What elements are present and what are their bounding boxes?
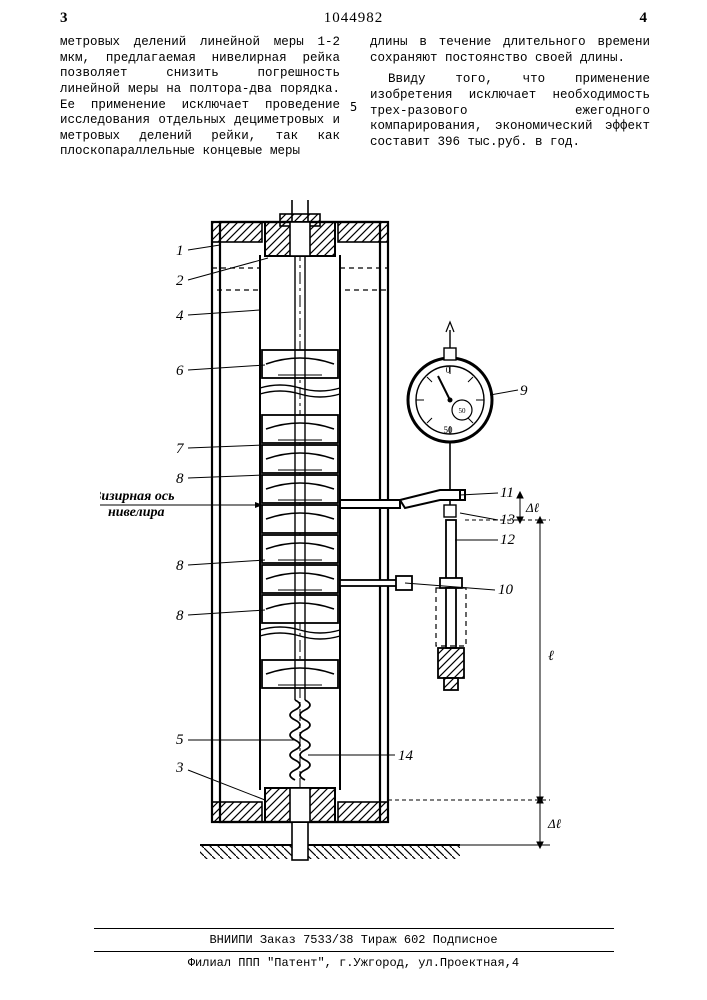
svg-text:8: 8 bbox=[176, 608, 184, 624]
footer-line-2: Филиал ППП "Патент", г.Ужгород, ул.Проек… bbox=[0, 956, 707, 970]
patent-number: 1044982 bbox=[324, 10, 384, 27]
svg-text:Δℓ: Δℓ bbox=[547, 816, 562, 831]
svg-text:1: 1 bbox=[176, 243, 184, 259]
footer-line-1: ВНИИПИ Заказ 7533/38 Тираж 602 Подписное bbox=[0, 933, 707, 947]
page-number-left: 3 bbox=[60, 10, 68, 27]
svg-text:8: 8 bbox=[176, 558, 184, 574]
svg-text:14: 14 bbox=[398, 748, 414, 764]
svg-text:0: 0 bbox=[446, 365, 451, 375]
svg-text:12: 12 bbox=[500, 532, 516, 548]
svg-text:5: 5 bbox=[176, 732, 184, 748]
right-paragraph-1: длины в течение длительного времени сохр… bbox=[370, 35, 650, 66]
svg-text:50: 50 bbox=[459, 407, 467, 415]
svg-text:10: 10 bbox=[498, 582, 514, 598]
svg-text:Δℓ: Δℓ bbox=[525, 500, 540, 515]
margin-line-number: 5 bbox=[350, 100, 357, 114]
svg-text:ℓ: ℓ bbox=[548, 649, 554, 664]
technical-diagram: 7980 1080 1060 1040 1020 1000 8 0 bbox=[100, 200, 600, 870]
svg-text:1040: 1040 bbox=[287, 486, 314, 501]
svg-text:50: 50 bbox=[444, 425, 454, 435]
svg-text:7980: 7980 bbox=[287, 361, 314, 376]
svg-text:3: 3 bbox=[175, 760, 184, 776]
right-paragraph-2: Ввиду того, что применение изобретения и… bbox=[370, 72, 650, 150]
svg-text:1000: 1000 bbox=[287, 576, 314, 591]
svg-text:1060: 1060 bbox=[287, 456, 314, 471]
left-paragraph-1: метровых делений линейной меры 1-2 мкм, … bbox=[60, 35, 340, 160]
left-text-column: метровых делений линейной меры 1-2 мкм, … bbox=[60, 35, 340, 160]
svg-text:9: 9 bbox=[520, 383, 528, 399]
right-text-column: длины в течение длительного времени сохр… bbox=[370, 35, 650, 150]
page-number-right: 4 bbox=[640, 10, 648, 27]
svg-text:7: 7 bbox=[176, 441, 185, 457]
svg-text:2: 2 bbox=[176, 273, 184, 289]
svg-text:4: 4 bbox=[176, 308, 184, 324]
svg-text:1080: 1080 bbox=[287, 426, 314, 441]
svg-text:1020: 1020 bbox=[287, 546, 314, 561]
svg-text:8: 8 bbox=[176, 471, 184, 487]
footer: ВНИИПИ Заказ 7533/38 Тираж 602 Подписное… bbox=[0, 924, 707, 970]
svg-text:6: 6 bbox=[176, 363, 184, 379]
svg-text:11: 11 bbox=[500, 485, 514, 501]
